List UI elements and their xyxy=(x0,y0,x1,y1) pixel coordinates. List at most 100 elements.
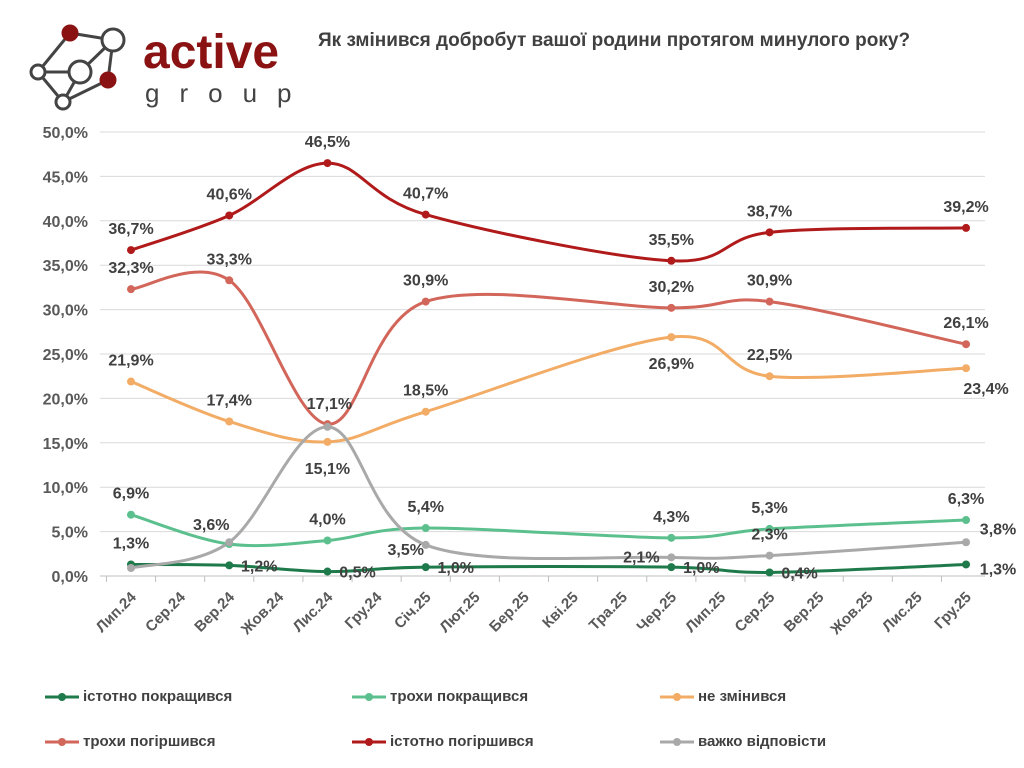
data-point xyxy=(127,564,135,573)
x-tick-label: Бер.25 xyxy=(486,589,533,636)
y-tick-label: 35,0% xyxy=(43,258,88,275)
legend-label: важко відповісти xyxy=(698,733,827,750)
legend-label: трохи покращився xyxy=(390,688,529,705)
series-line xyxy=(130,270,967,426)
legend-label: істотно погіршився xyxy=(390,733,534,750)
data-label: 1,0% xyxy=(683,560,719,577)
y-tick-label: 40,0% xyxy=(43,214,88,231)
x-tick-label: Сер.25 xyxy=(732,589,779,636)
legend-marker-icon xyxy=(660,737,694,746)
data-label: 40,6% xyxy=(207,186,252,203)
data-point xyxy=(667,256,676,265)
data-point xyxy=(765,228,774,237)
data-label: 6,9% xyxy=(113,486,149,503)
data-label: 0,4% xyxy=(781,565,817,582)
legend-marker-icon xyxy=(45,692,79,701)
data-label: 17,1% xyxy=(307,396,352,413)
data-label: 23,4% xyxy=(963,381,1008,398)
data-label: 1,2% xyxy=(241,558,277,575)
data-point xyxy=(962,516,971,525)
data-point xyxy=(962,560,971,569)
legend-label: не змінився xyxy=(698,688,787,705)
y-tick-label: 25,0% xyxy=(43,347,88,364)
data-label: 30,9% xyxy=(747,273,792,290)
data-point xyxy=(962,340,971,349)
data-point xyxy=(962,538,971,547)
y-tick-label: 20,0% xyxy=(43,391,88,408)
data-point xyxy=(765,568,774,577)
x-tick-label: Гру.24 xyxy=(342,588,386,632)
y-tick-label: 30,0% xyxy=(43,303,88,320)
x-tick-label: Вер.24 xyxy=(191,588,238,635)
data-point xyxy=(323,422,332,431)
series-line xyxy=(130,513,967,548)
data-label: 1,3% xyxy=(980,561,1016,578)
x-tick-label: Тра.25 xyxy=(586,589,631,634)
x-tick-label: Лис.24 xyxy=(290,588,337,635)
data-label: 18,5% xyxy=(403,383,448,400)
data-point xyxy=(667,303,676,312)
y-tick-label: 10,0% xyxy=(43,480,88,497)
line-chart: 0,0% 5,0% 10,0% 15,0% 20,0% 25,0% 30,0% 35,0% 40… xyxy=(43,125,1017,639)
data-point xyxy=(667,553,676,562)
legend-label: трохи погіршився xyxy=(83,733,216,750)
x-tick-label: Жов.24 xyxy=(237,588,287,638)
legend-item: трохи погіршився xyxy=(45,733,216,750)
legend-label: істотно покращився xyxy=(83,688,233,705)
legend-marker-icon xyxy=(352,692,386,701)
data-label: 0,5% xyxy=(339,565,375,582)
legend-item: трохи покращився xyxy=(352,688,528,705)
data-label: 4,3% xyxy=(653,509,689,526)
data-point xyxy=(127,377,135,386)
y-tick-label: 0,0% xyxy=(52,569,88,586)
data-point xyxy=(765,551,774,560)
data-point xyxy=(127,285,135,294)
data-point xyxy=(667,533,676,542)
data-point xyxy=(765,297,774,306)
data-label: 32,3% xyxy=(108,260,153,277)
x-tick-label: Лис.25 xyxy=(879,589,926,636)
legend-marker-icon xyxy=(45,737,79,746)
data-point xyxy=(323,159,332,168)
logo-subtext: group xyxy=(145,78,312,108)
data-point xyxy=(962,364,971,373)
data-point xyxy=(323,567,332,576)
x-tick-label: Кві.25 xyxy=(539,589,582,632)
data-label: 26,1% xyxy=(943,315,988,332)
data-point xyxy=(667,333,676,342)
legend-item: істотно покращився xyxy=(45,688,232,705)
legend-marker-icon xyxy=(352,737,386,746)
data-label: 40,7% xyxy=(403,186,448,203)
data-point xyxy=(225,417,234,426)
data-point xyxy=(421,524,430,533)
data-label: 26,9% xyxy=(649,356,694,373)
y-tick-label: 45,0% xyxy=(43,169,88,186)
legend-item: не змінився xyxy=(660,688,786,705)
legend-marker-icon xyxy=(660,692,694,701)
data-label: 3,5% xyxy=(387,542,423,559)
legend-item: важко відповісти xyxy=(660,733,826,750)
x-tick-label: Вер.25 xyxy=(781,589,828,636)
y-tick-label: 50,0% xyxy=(43,125,88,142)
data-point xyxy=(225,538,234,547)
series-line xyxy=(130,335,967,444)
data-label: 21,9% xyxy=(108,353,153,370)
data-label: 4,0% xyxy=(309,511,345,528)
data-point xyxy=(421,297,430,306)
data-label: 2,3% xyxy=(751,527,787,544)
y-tick-label: 15,0% xyxy=(43,436,88,453)
data-point xyxy=(127,510,135,519)
data-point xyxy=(962,223,971,232)
data-point xyxy=(765,524,774,533)
x-tick-label: Січ.25 xyxy=(391,589,435,633)
data-point xyxy=(421,210,430,219)
data-point xyxy=(667,563,676,572)
data-label: 1,0% xyxy=(437,560,473,577)
data-label: 5,4% xyxy=(407,499,443,516)
data-point xyxy=(323,536,332,545)
data-label: 5,3% xyxy=(751,500,787,517)
data-point xyxy=(225,276,234,285)
data-point xyxy=(225,211,234,220)
data-point xyxy=(127,246,135,255)
